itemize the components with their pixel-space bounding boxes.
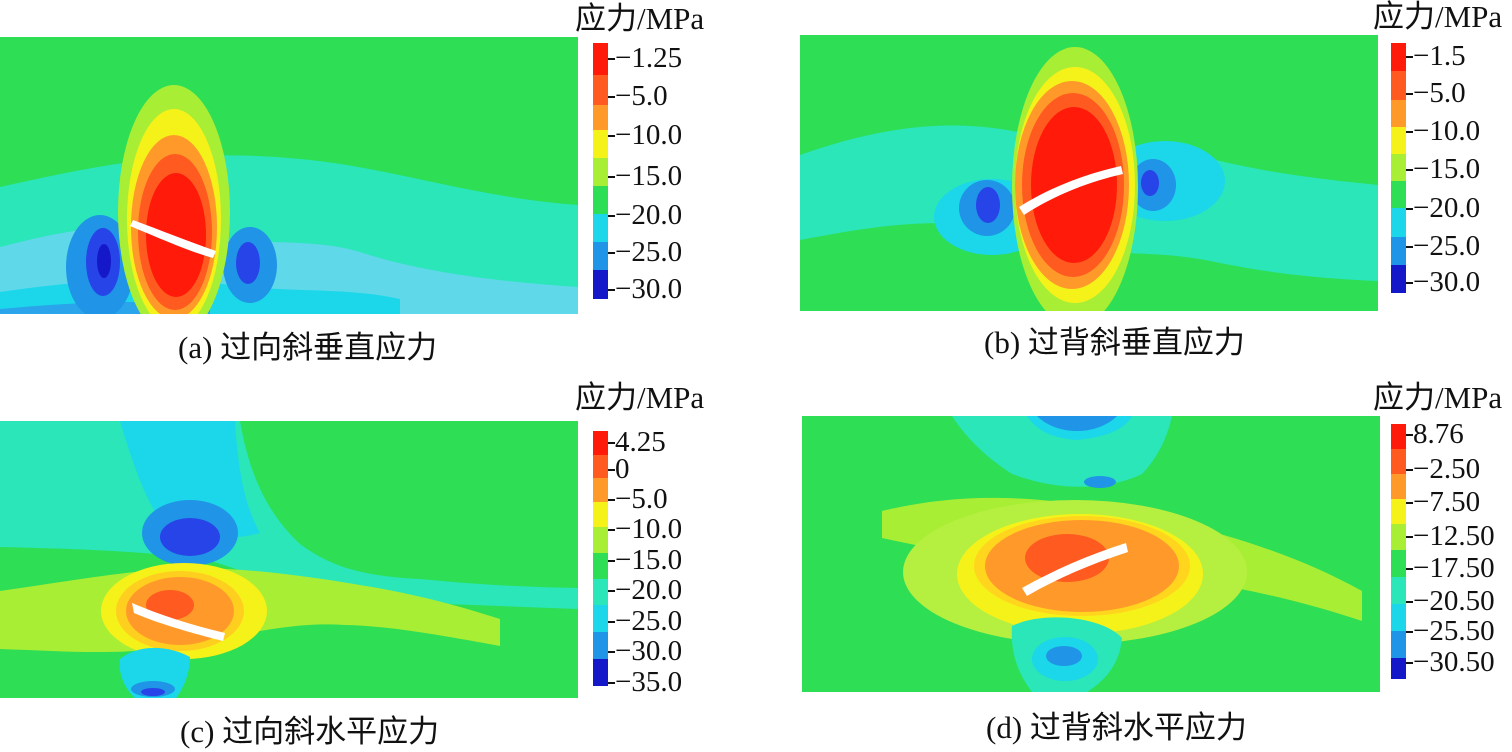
colorbar-tick-mark bbox=[608, 499, 615, 501]
colorbar-b-tick-label: −30.0 bbox=[1413, 266, 1481, 298]
colorbar-tick-mark bbox=[608, 215, 615, 217]
colorbar-d-unit-label: 应力/MPa bbox=[1373, 380, 1503, 415]
colorbar-d-tick-label: 8.76 bbox=[1413, 418, 1464, 450]
colorbar-c-tick-label: 4.25 bbox=[615, 426, 666, 458]
colorbar-d-tick-label: −12.50 bbox=[1413, 520, 1495, 552]
colorbar-c-tick-label: −10.0 bbox=[615, 513, 683, 545]
colorbar-tick-mark bbox=[1406, 601, 1413, 603]
colorbar-tick-mark bbox=[1406, 56, 1413, 58]
colorbar-b-unit-label: 应力/MPa bbox=[1373, 0, 1503, 34]
colorbar-c bbox=[593, 431, 608, 686]
caption-a: (a) 过向斜垂直应力 bbox=[178, 330, 438, 365]
colorbar-tick-mark bbox=[1406, 246, 1413, 248]
colorbar-tick-mark bbox=[1406, 502, 1413, 504]
colorbar-tick-mark bbox=[1406, 169, 1413, 171]
colorbar-a-tick-label: −15.0 bbox=[615, 160, 683, 192]
colorbar-tick-mark bbox=[608, 590, 615, 592]
colorbar-tick-mark bbox=[608, 289, 615, 291]
colorbar-d-tick-label: −25.50 bbox=[1413, 615, 1495, 647]
colorbar-tick-mark bbox=[1406, 131, 1413, 133]
colorbar-tick-mark bbox=[608, 621, 615, 623]
colorbar-tick-mark bbox=[608, 135, 615, 137]
colorbar-a-unit-label: 应力/MPa bbox=[575, 1, 705, 36]
caption-b: (b) 过背斜垂直应力 bbox=[984, 325, 1245, 360]
contour-map-d bbox=[802, 416, 1380, 692]
colorbar-a-tick-label: −10.0 bbox=[615, 119, 683, 151]
colorbar-tick-mark bbox=[608, 560, 615, 562]
colorbar-tick-mark bbox=[608, 469, 615, 471]
colorbar-tick-mark bbox=[1406, 631, 1413, 633]
colorbar-c-unit-label: 应力/MPa bbox=[575, 380, 705, 415]
colorbar-c-tick-label: −20.0 bbox=[615, 574, 683, 606]
colorbar-d-tick-label: −2.50 bbox=[1413, 453, 1481, 485]
colorbar-d-tick-label: −30.50 bbox=[1413, 646, 1495, 678]
colorbar-c-tick-label: 0 bbox=[615, 453, 630, 485]
colorbar-c-tick-label: −35.0 bbox=[615, 666, 683, 698]
caption-d: (d) 过背斜水平应力 bbox=[986, 710, 1247, 745]
colorbar-b bbox=[1391, 43, 1406, 293]
colorbar-tick-mark bbox=[1406, 662, 1413, 664]
colorbar-tick-mark bbox=[608, 58, 615, 60]
colorbar-tick-mark bbox=[1406, 93, 1413, 95]
colorbar-a-tick-label: −30.0 bbox=[615, 273, 683, 305]
colorbar-b-tick-label: −10.0 bbox=[1413, 115, 1481, 147]
colorbar-tick-mark bbox=[608, 682, 615, 684]
colorbar-d-tick-label: −20.50 bbox=[1413, 585, 1495, 617]
colorbar-a bbox=[593, 43, 608, 299]
colorbar-c-tick-label: −15.0 bbox=[615, 544, 683, 576]
contour-map-c bbox=[0, 421, 578, 698]
contour-map-a bbox=[0, 37, 578, 314]
colorbar-tick-mark bbox=[608, 442, 615, 444]
colorbar-b-tick-label: −20.0 bbox=[1413, 192, 1481, 224]
colorbar-a-tick-label: −5.0 bbox=[615, 80, 668, 112]
colorbar-a-tick-label: −25.0 bbox=[615, 236, 683, 268]
colorbar-tick-mark bbox=[1406, 536, 1413, 538]
colorbar-b-tick-label: −15.0 bbox=[1413, 153, 1481, 185]
colorbar-d-tick-label: −7.50 bbox=[1413, 486, 1481, 518]
colorbar-tick-mark bbox=[608, 651, 615, 653]
colorbar-b-tick-label: −5.0 bbox=[1413, 77, 1466, 109]
colorbar-tick-mark bbox=[1406, 469, 1413, 471]
colorbar-tick-mark bbox=[1406, 568, 1413, 570]
colorbar-tick-mark bbox=[608, 96, 615, 98]
colorbar-tick-mark bbox=[608, 176, 615, 178]
colorbar-d bbox=[1391, 424, 1406, 679]
caption-c: (c) 过向斜水平应力 bbox=[180, 714, 440, 749]
contour-map-b bbox=[800, 35, 1378, 311]
colorbar-tick-mark bbox=[1406, 434, 1413, 436]
colorbar-tick-mark bbox=[608, 252, 615, 254]
colorbar-a-tick-label: −20.0 bbox=[615, 199, 683, 231]
colorbar-tick-mark bbox=[1406, 282, 1413, 284]
colorbar-tick-mark bbox=[608, 529, 615, 531]
colorbar-d-tick-label: −17.50 bbox=[1413, 552, 1495, 584]
colorbar-b-tick-label: −25.0 bbox=[1413, 230, 1481, 262]
colorbar-c-tick-label: −25.0 bbox=[615, 605, 683, 637]
colorbar-c-tick-label: −5.0 bbox=[615, 483, 668, 515]
colorbar-b-tick-label: −1.5 bbox=[1413, 40, 1466, 72]
colorbar-c-tick-label: −30.0 bbox=[615, 635, 683, 667]
colorbar-a-tick-label: −1.25 bbox=[615, 42, 683, 74]
colorbar-tick-mark bbox=[1406, 208, 1413, 210]
